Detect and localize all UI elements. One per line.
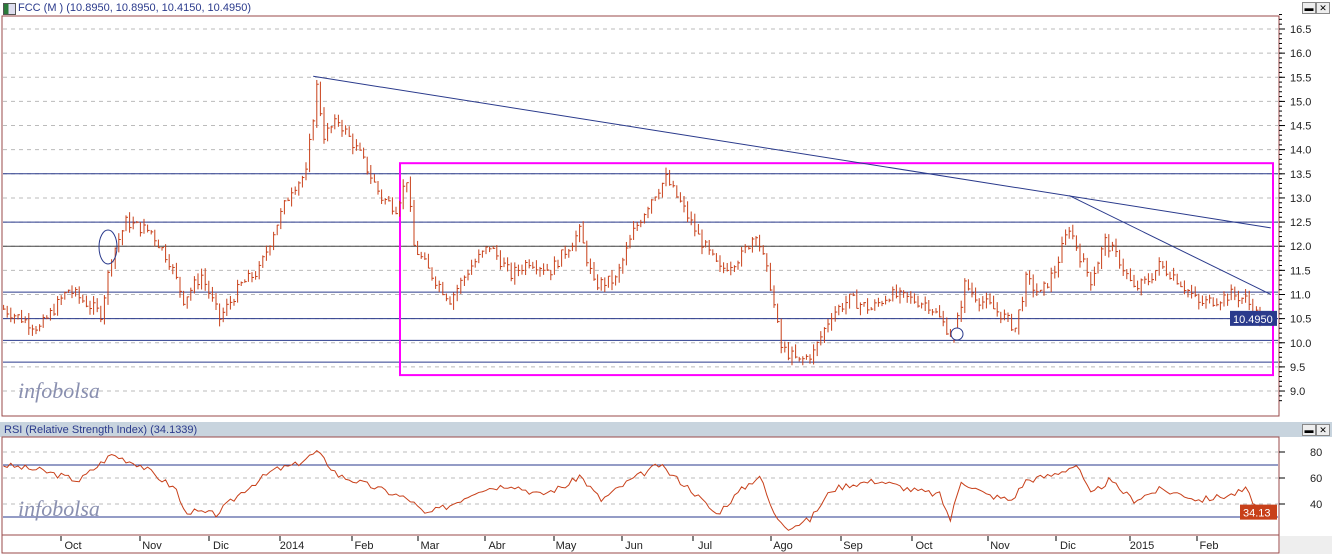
chart-icon [3,3,16,15]
price-tick-label: 11.0 [1290,289,1311,301]
rsi-maximize-button[interactable]: ▬ [1302,424,1316,436]
rsi-last-label: 34.13 [1243,508,1271,520]
annotation-ellipse [98,229,118,265]
price-tick-label: 9.5 [1290,362,1305,374]
rsi-line [3,450,1261,531]
rsi-tick-label: 40 [1310,499,1322,511]
time-tick-label: Jun [625,540,643,552]
time-tick-label: Mar [421,540,440,552]
last-price-label: 10.4950 [1233,314,1273,326]
price-tick-label: 10.5 [1290,314,1311,326]
rsi-last-badge [1240,504,1277,520]
time-tick-label: May [556,540,577,552]
price-panel-header: FCC (M ) (10.8950, 10.8950, 10.4150, 10.… [0,0,1332,16]
price-tick-label: 14.5 [1290,121,1311,133]
watermark-logo: infobolsa [18,378,100,403]
price-tick-label: 16.0 [1290,48,1311,60]
trendline [1068,195,1272,295]
time-tick-label: Oct [915,540,932,552]
time-tick-label: Dic [213,540,229,552]
range-box [399,162,1274,377]
price-tick-label: 11.5 [1290,265,1311,277]
price-tick-label: 15.0 [1290,96,1311,108]
price-tick-label: 15.5 [1290,72,1311,84]
corner-box [1280,536,1332,554]
time-tick-label: 2014 [280,540,304,552]
time-tick-label: Feb [355,540,374,552]
price-tick-label: 9.0 [1290,386,1305,398]
price-tick-label: 10.0 [1290,338,1311,350]
rsi-tick-label: 80 [1310,447,1322,459]
time-axis-frame [1,534,1280,554]
time-tick-label: Ago [773,540,793,552]
annotation-circle [950,327,964,341]
price-tick-label: 13.0 [1290,193,1311,205]
price-tick-label: 16.5 [1290,24,1311,36]
time-tick-label: Nov [142,540,162,552]
maximize-button[interactable]: ▬ [1302,2,1316,14]
time-tick-label: 2015 [1130,540,1154,552]
rsi-watermark-logo: infobolsa [18,496,100,521]
price-tick-label: 13.5 [1290,169,1311,181]
rsi-tick-label: 60 [1310,473,1322,485]
price-tick-label: 14.0 [1290,145,1311,157]
rsi-close-button[interactable]: ✕ [1316,424,1330,436]
rsi-panel-header: RSI (Relative Strength Index) (34.1339) … [0,422,1332,437]
time-tick-label: Dic [1060,540,1076,552]
price-tick-label: 12.0 [1290,241,1311,253]
rsi-panel-title: RSI (Relative Strength Index) (34.1339) [4,424,198,436]
price-tick-label: 12.5 [1290,217,1311,229]
trendline [313,75,1271,229]
close-button[interactable]: ✕ [1316,2,1330,14]
time-tick-label: Sep [843,540,863,552]
last-price-badge [1230,310,1277,326]
time-tick-label: Abr [488,540,505,552]
time-tick-label: Jul [698,540,712,552]
price-panel-title: FCC (M ) (10.8950, 10.8950, 10.4150, 10.… [18,2,251,14]
time-tick-label: Nov [990,540,1010,552]
price-plot-frame [1,15,1280,417]
time-tick-label: Oct [64,540,81,552]
time-tick-label: Feb [1200,540,1219,552]
